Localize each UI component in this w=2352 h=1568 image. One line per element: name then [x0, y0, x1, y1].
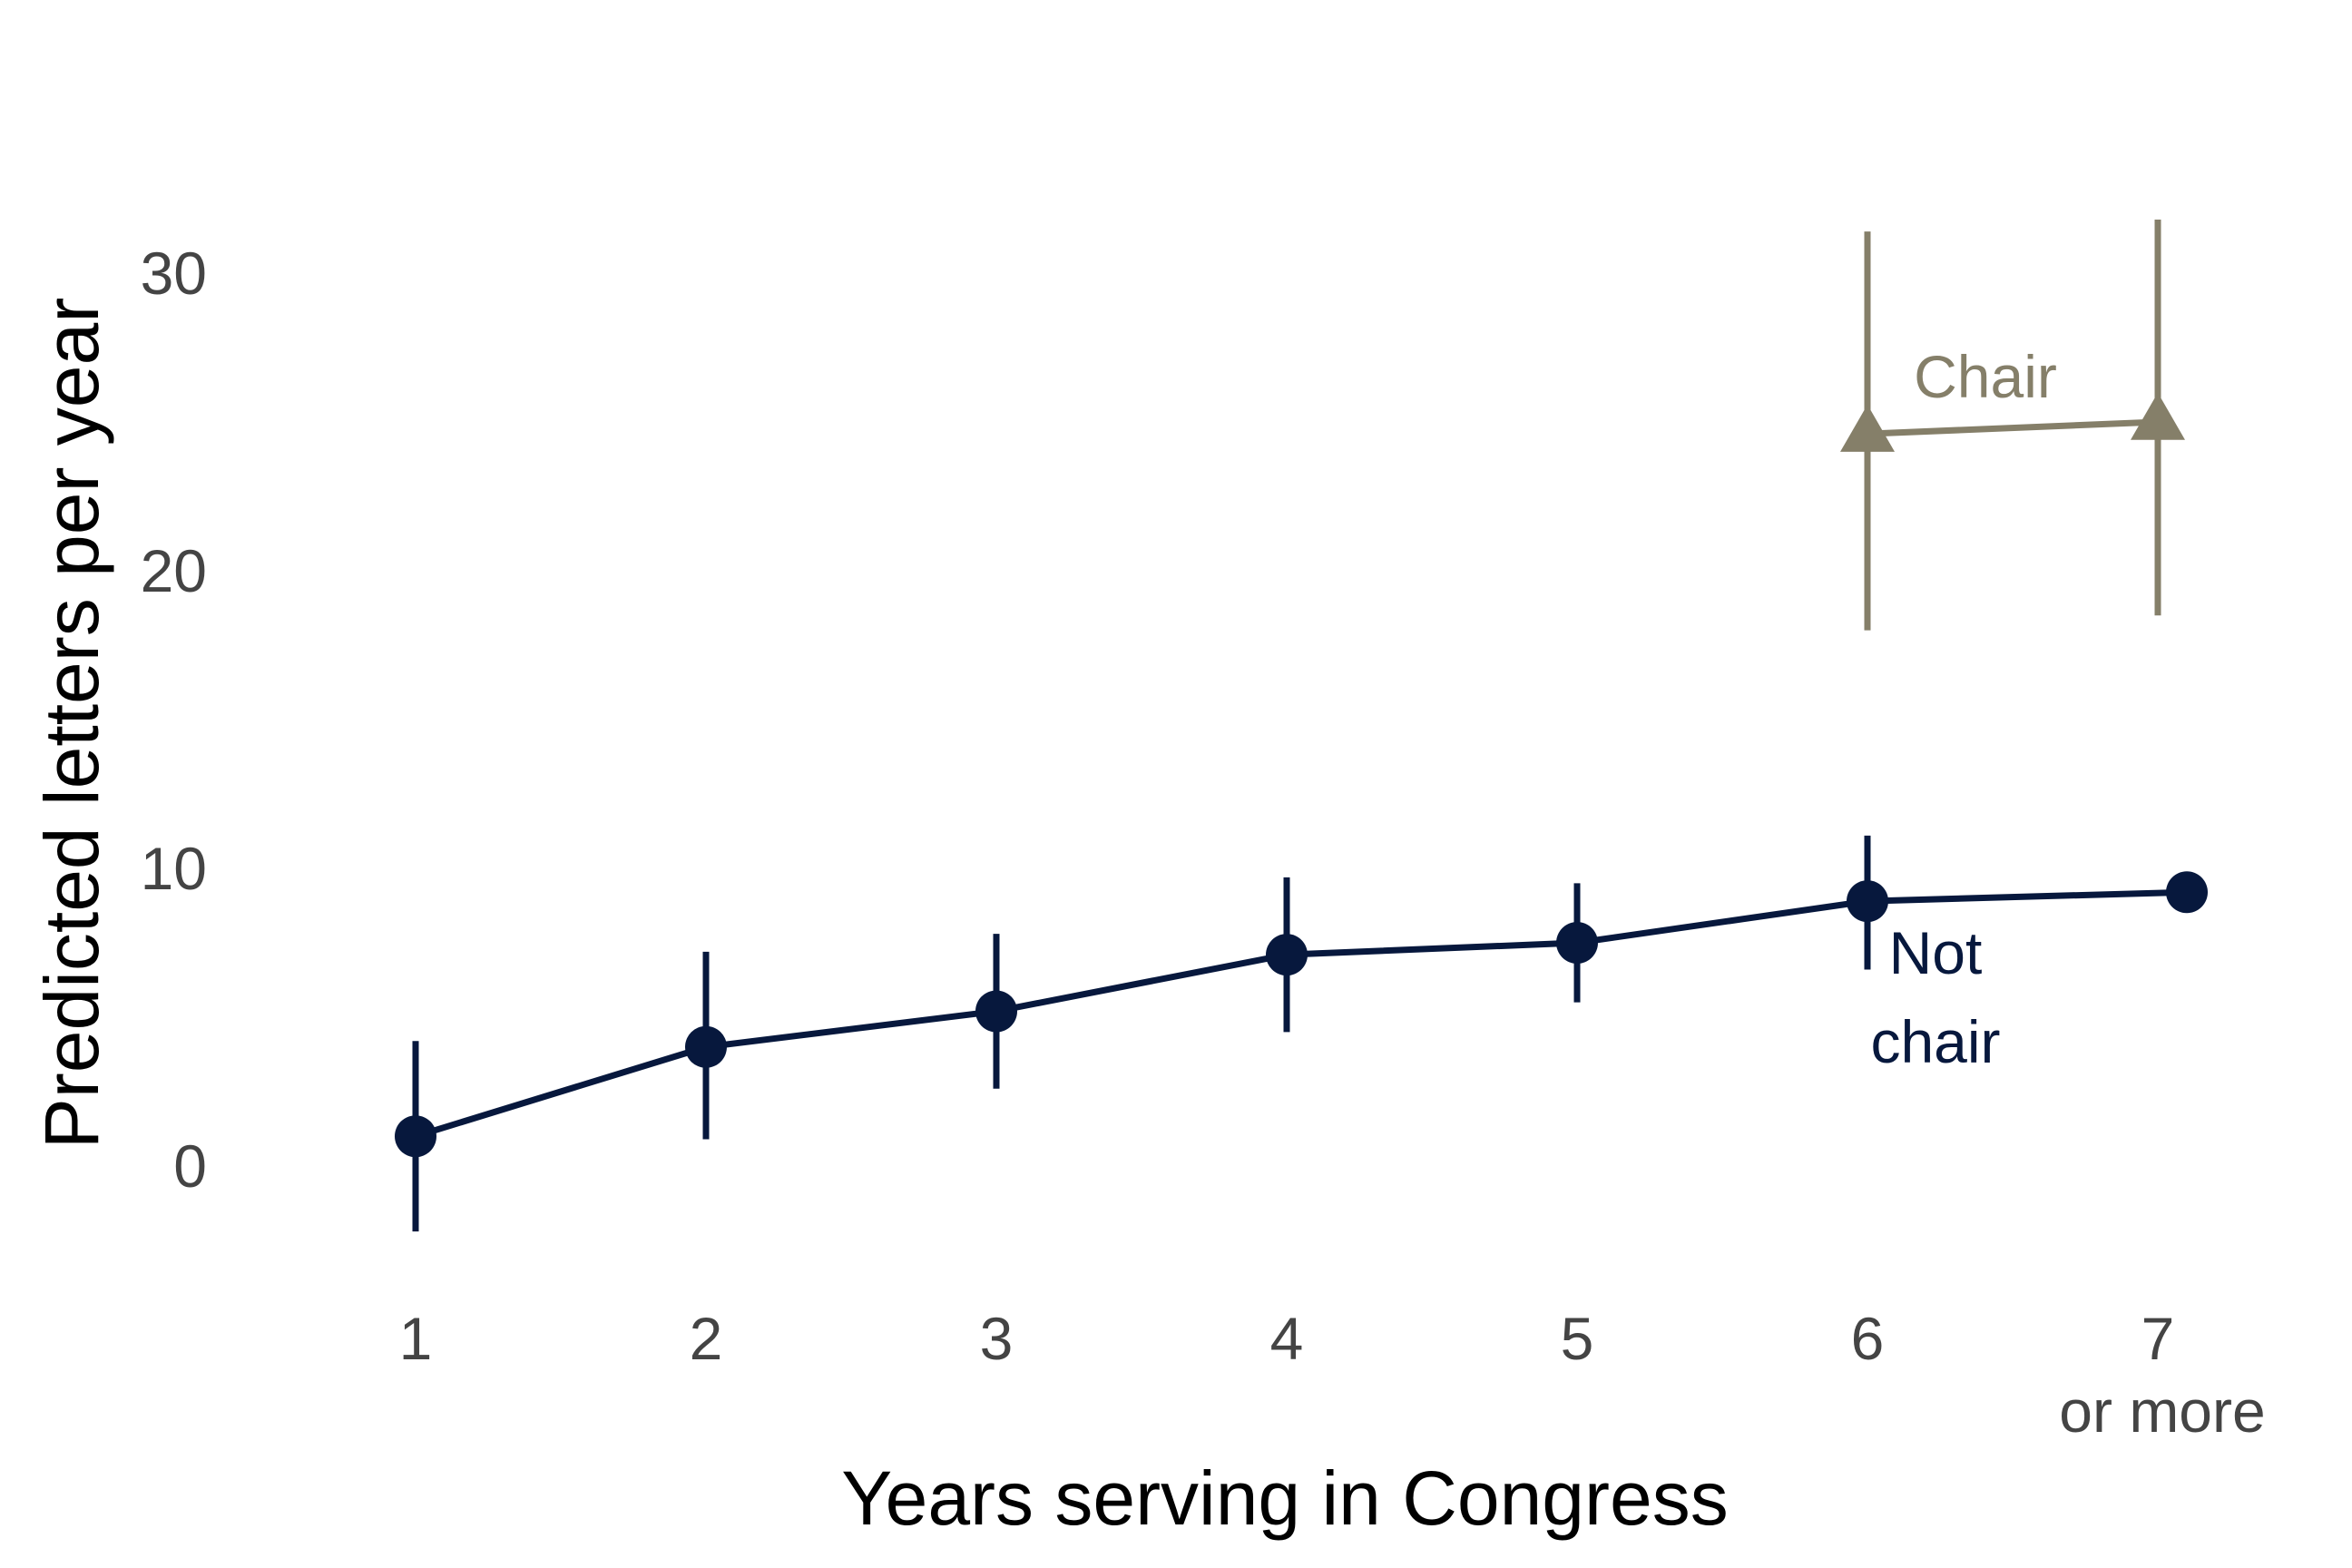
x-tick-label: 2 [690, 1305, 723, 1372]
y-axis-ticks: 0 10 20 30 [141, 240, 207, 1200]
x-tick-label: 7 [2141, 1305, 2175, 1372]
series-not-chair: Not chair [395, 835, 2208, 1232]
x-tick-label: 6 [1851, 1305, 1885, 1372]
y-axis-title: Predicted letters per year [29, 298, 114, 1149]
x-axis-ticks: 1 2 3 4 5 6 7or more [399, 1305, 2266, 1445]
data-point [2131, 392, 2185, 440]
data-point [1840, 404, 1895, 452]
series-line [1867, 418, 2159, 437]
y-tick-label: 30 [141, 240, 207, 307]
series-layer: Not chair Chair [395, 219, 2208, 1232]
data-point [685, 1025, 727, 1068]
x-tick-label: 1 [399, 1305, 433, 1372]
data-point [395, 1115, 436, 1158]
x-tick-sublabel: or more [2059, 1377, 2265, 1445]
x-axis-title: Years serving in Congress [841, 1455, 1728, 1541]
data-point [1556, 922, 1598, 964]
x-tick-label: 5 [1561, 1305, 1594, 1372]
data-point [1266, 934, 1308, 976]
y-tick-label: 20 [141, 537, 207, 604]
y-tick-label: 10 [141, 835, 207, 902]
x-tick-label: 4 [1270, 1305, 1304, 1372]
series-chair: Chair [1840, 219, 2185, 631]
data-point [975, 990, 1017, 1033]
series-label: Chair [1914, 343, 2057, 410]
x-tick-label: 3 [980, 1305, 1014, 1372]
y-tick-label: 0 [173, 1132, 207, 1200]
series-label: Not chair [1870, 919, 2000, 1075]
data-point [2166, 871, 2208, 914]
data-point [1847, 880, 1888, 923]
